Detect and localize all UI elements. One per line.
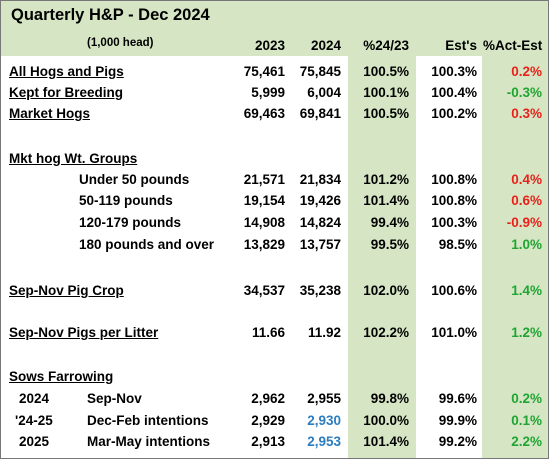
value-2024: 13,757 xyxy=(299,237,341,252)
value-pct: 101.2% xyxy=(363,172,409,187)
row-label: Under 50 pounds xyxy=(79,172,190,187)
header-estimates: Est's xyxy=(445,38,477,53)
value-act-est: 1.0% xyxy=(511,237,542,252)
value-2023: 2,962 xyxy=(251,391,285,406)
value-act-est: 0.2% xyxy=(511,64,542,79)
value-2024: 6,004 xyxy=(307,85,341,100)
value-act-est: 0.3% xyxy=(511,106,542,121)
value-est: 100.6% xyxy=(431,283,477,298)
row-year: 2024 xyxy=(19,391,50,406)
value-2023: 69,463 xyxy=(243,106,285,121)
value-est: 100.8% xyxy=(431,193,477,208)
value-act-est: 1.2% xyxy=(511,325,542,340)
header-act-est: %Act-Est xyxy=(483,38,543,53)
value-2024-intentions: 2,953 xyxy=(307,434,341,449)
value-2024: 35,238 xyxy=(299,283,341,298)
value-pct: 100.5% xyxy=(363,106,409,121)
row-label: Dec-Feb intentions xyxy=(87,413,209,428)
value-act-est: 0.2% xyxy=(511,391,542,406)
row-label: Sep-Nov xyxy=(87,391,142,406)
row-label: Kept for Breeding xyxy=(9,85,124,100)
row-year: '24-25 xyxy=(15,413,53,428)
row-year: 2025 xyxy=(19,434,50,449)
value-2024: 14,824 xyxy=(299,215,341,230)
header-pct-24-23: %24/23 xyxy=(363,38,409,53)
value-2023: 19,154 xyxy=(243,193,285,208)
row-label: 120-179 pounds xyxy=(79,215,182,230)
value-2023: 2,913 xyxy=(251,434,285,449)
value-pct: 99.8% xyxy=(370,391,409,406)
header-2023: 2023 xyxy=(254,38,285,53)
value-act-est: 0.4% xyxy=(511,172,542,187)
value-2023: 21,571 xyxy=(243,172,285,187)
value-2024-intentions: 2,930 xyxy=(307,413,341,428)
value-act-est: 0.1% xyxy=(511,413,542,428)
value-2024: 75,845 xyxy=(299,64,341,79)
table-title: Quarterly H&P - Dec 2024 xyxy=(11,6,210,24)
header-2024: 2024 xyxy=(310,38,341,53)
row-label: Market Hogs xyxy=(9,106,91,121)
row-label: 50-119 pounds xyxy=(79,193,173,208)
value-2023: 14,908 xyxy=(243,215,285,230)
value-2024: 2,955 xyxy=(307,391,341,406)
value-pct: 100.1% xyxy=(363,85,409,100)
value-2023: 5,999 xyxy=(251,85,285,100)
value-est: 100.2% xyxy=(431,106,477,121)
value-2023: 13,829 xyxy=(243,237,285,252)
value-2024: 11.92 xyxy=(307,325,341,340)
value-pct: 101.4% xyxy=(363,434,409,449)
value-2024: 69,841 xyxy=(299,106,341,121)
value-est: 99.2% xyxy=(438,434,477,449)
row-label: Sep-Nov Pig Crop xyxy=(9,283,124,298)
row-label: All Hogs and Pigs xyxy=(9,64,124,79)
value-2023: 11.66 xyxy=(251,325,285,340)
value-pct: 100.5% xyxy=(363,64,409,79)
table-header-band xyxy=(1,1,548,56)
value-est: 100.3% xyxy=(431,64,477,79)
value-2023: 34,537 xyxy=(243,283,285,298)
value-pct: 102.0% xyxy=(363,283,409,298)
value-2024: 21,834 xyxy=(299,172,341,187)
value-act-est: 2.2% xyxy=(511,434,542,449)
value-pct: 99.4% xyxy=(370,215,409,230)
pct-column-band xyxy=(348,1,416,458)
value-act-est: 1.4% xyxy=(511,283,542,298)
value-est: 100.4% xyxy=(431,85,477,100)
value-est: 99.9% xyxy=(438,413,477,428)
value-est: 98.5% xyxy=(438,237,477,252)
value-2023: 2,929 xyxy=(251,413,285,428)
value-pct: 102.2% xyxy=(363,325,409,340)
value-est: 99.6% xyxy=(438,391,477,406)
value-est: 100.8% xyxy=(431,172,477,187)
table-subtitle: (1,000 head) xyxy=(87,37,154,49)
value-est: 100.3% xyxy=(431,215,477,230)
value-est: 101.0% xyxy=(431,325,477,340)
act-est-column-band xyxy=(482,1,548,458)
value-2023: 75,461 xyxy=(243,64,285,79)
row-label: Sep-Nov Pigs per Litter xyxy=(9,325,159,340)
row-label: Mar-May intentions xyxy=(87,434,211,449)
value-2024: 19,426 xyxy=(299,193,341,208)
value-pct: 101.4% xyxy=(363,193,409,208)
value-act-est: 0.6% xyxy=(511,193,542,208)
section-heading: Sows Farrowing xyxy=(9,369,114,384)
section-heading: Mkt hog Wt. Groups xyxy=(9,151,138,166)
value-pct: 100.0% xyxy=(363,413,409,428)
value-act-est: -0.9% xyxy=(506,215,542,230)
value-act-est: -0.3% xyxy=(506,85,542,100)
value-pct: 99.5% xyxy=(370,237,409,252)
row-label: 180 pounds and over xyxy=(79,237,215,252)
